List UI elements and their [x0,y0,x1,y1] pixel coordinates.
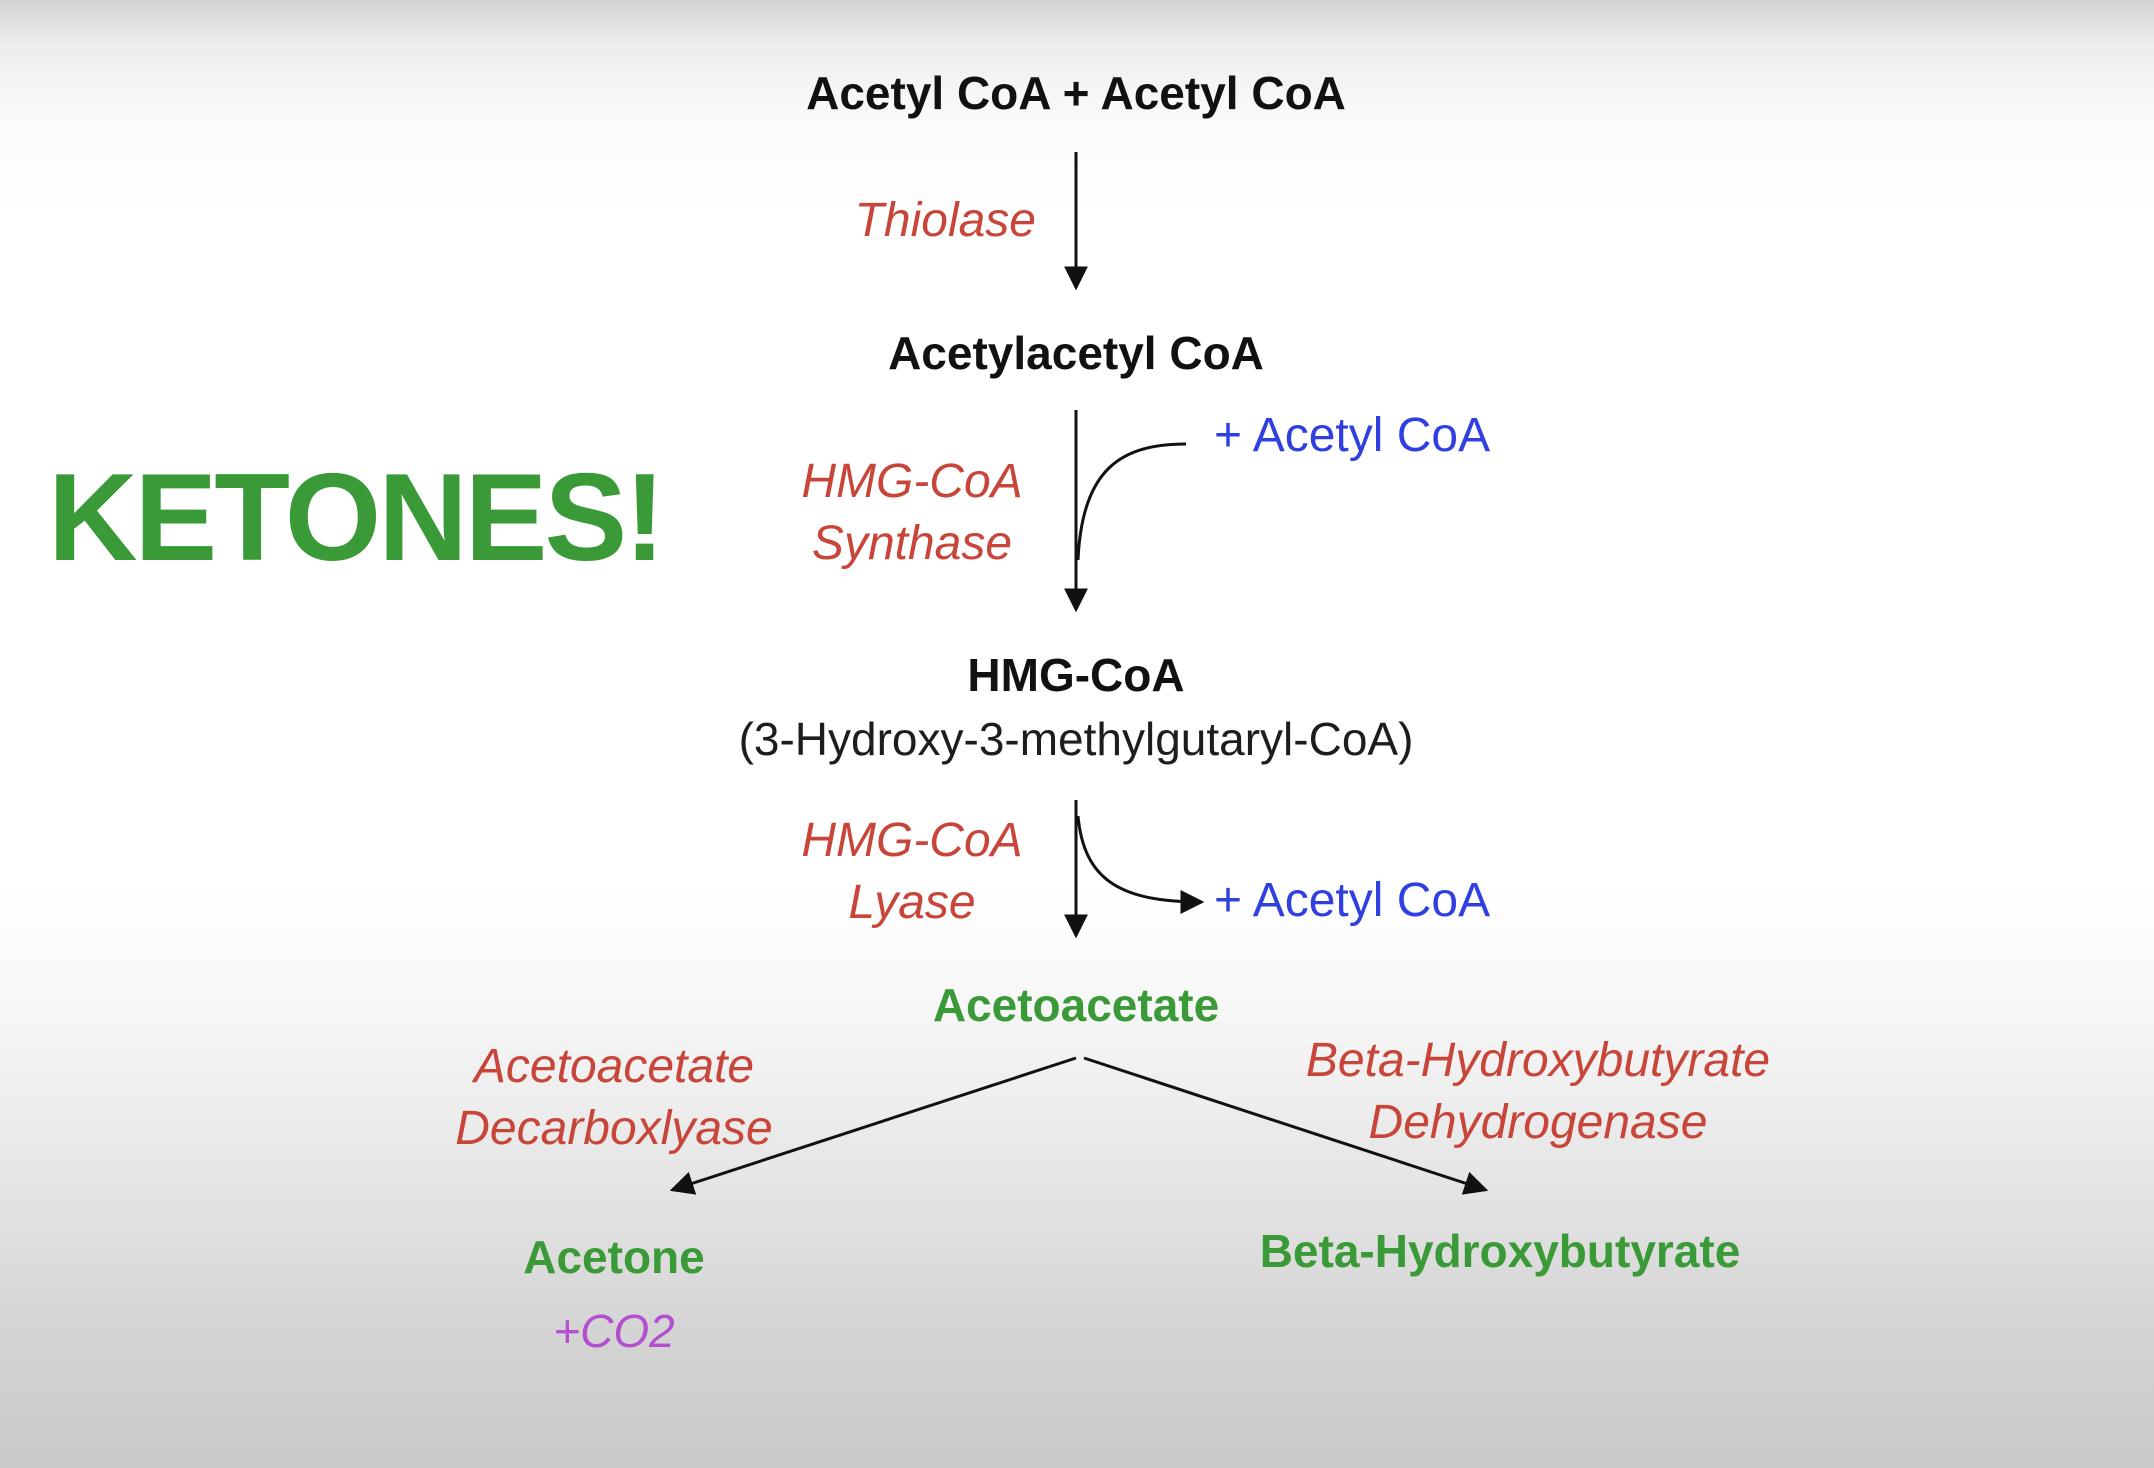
added-acetyl-coa: + Acetyl CoA [1214,409,1491,462]
enzyme-line: Dehydrogenase [1368,1096,1708,1149]
decarboxylase-arrow [669,1056,1077,1195]
enzyme-line: Synthase [811,517,1013,570]
enzyme-acetoacetate-decarboxylase: Acetoacetate Decarboxlyase [455,1036,772,1160]
acetoacetate: Acetoacetate [932,979,1220,1031]
enzyme-hmg-coa-lyase: HMG-CoA Lyase [801,810,1022,934]
released-acetyl-coa: + Acetyl CoA [1214,874,1491,927]
enzyme-line: Beta-Hydroxybutyrate [1305,1034,1771,1087]
enzyme-line: HMG-CoA [801,455,1023,508]
acetyl-coa-output-curve [1076,815,1205,914]
acetyl-coa-input-curve [1076,442,1187,561]
beta-hydroxybutyrate: Beta-Hydroxybutyrate [1259,1225,1741,1277]
dehydrogenase-arrow [1083,1056,1489,1195]
acetyl-coa-pair: Acetyl CoA + Acetyl CoA [806,67,1346,119]
enzyme-bhb-dehydrogenase: Beta-Hydroxybutyrate Dehydrogenase [1306,1030,1770,1154]
acetone: Acetone [523,1231,705,1283]
enzyme-line: Decarboxlyase [455,1102,773,1155]
hmg-coa-full-name: (3-Hydroxy-3-methylgutaryl-CoA) [738,713,1414,765]
enzyme-thiolase: Thiolase [854,194,1036,247]
co2-product: +CO2 [553,1305,675,1357]
enzyme-line: Lyase [848,876,976,929]
enzyme-line: Acetoacetate [473,1040,755,1093]
enzyme-hmg-coa-synthase: HMG-CoA Synthase [801,451,1022,575]
page-title: KETONES! [48,449,665,587]
acetylacetyl-coa: Acetylacetyl CoA [888,327,1264,379]
enzyme-line: HMG-CoA [801,814,1023,867]
hmg-coa: HMG-CoA [967,649,1185,701]
